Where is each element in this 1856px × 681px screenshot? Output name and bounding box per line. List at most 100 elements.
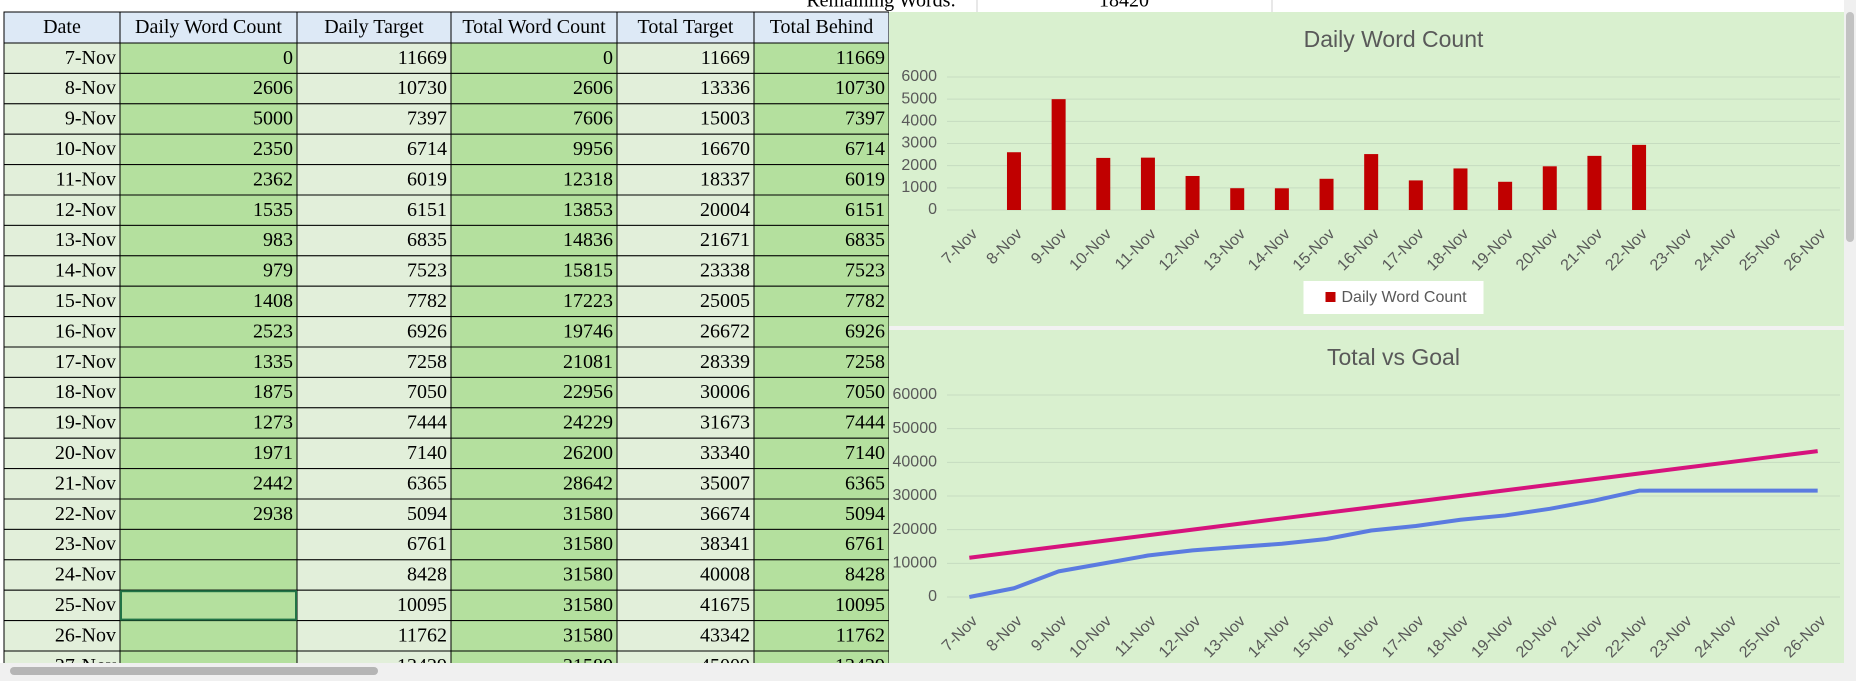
- cell[interactable]: [753, 528, 889, 561]
- cell[interactable]: [753, 224, 889, 257]
- cell[interactable]: [119, 224, 298, 257]
- cell[interactable]: [119, 42, 298, 74]
- cell[interactable]: [450, 346, 618, 378]
- cell[interactable]: [3, 498, 121, 530]
- cell[interactable]: [119, 133, 298, 166]
- cell[interactable]: [616, 164, 755, 196]
- cell[interactable]: [119, 407, 298, 439]
- cell[interactable]: [616, 498, 755, 530]
- cell[interactable]: [450, 224, 618, 257]
- selected-cell[interactable]: [120, 590, 297, 621]
- cell[interactable]: [119, 103, 298, 135]
- cell[interactable]: [753, 103, 889, 135]
- cell[interactable]: [296, 468, 452, 500]
- cell[interactable]: [753, 42, 889, 74]
- cell-text: 13336: [700, 77, 750, 99]
- cell[interactable]: [616, 346, 755, 378]
- cell[interactable]: [753, 437, 889, 470]
- cell[interactable]: [450, 620, 618, 652]
- cell[interactable]: [450, 559, 618, 591]
- cell[interactable]: [753, 498, 889, 530]
- cell[interactable]: [616, 620, 755, 652]
- cell-text: 16-Nov: [55, 320, 116, 342]
- cell[interactable]: [616, 42, 755, 74]
- cell[interactable]: [753, 468, 889, 500]
- cell[interactable]: [119, 589, 298, 622]
- cell[interactable]: [450, 437, 618, 470]
- cell[interactable]: [296, 407, 452, 439]
- cell[interactable]: [119, 72, 298, 105]
- cell[interactable]: [119, 255, 298, 287]
- cell[interactable]: [296, 285, 452, 318]
- cell[interactable]: [616, 376, 755, 409]
- cell[interactable]: [3, 103, 121, 135]
- cell[interactable]: [616, 589, 755, 622]
- cell[interactable]: [450, 42, 618, 74]
- cell[interactable]: [753, 285, 889, 318]
- cell[interactable]: [450, 194, 618, 226]
- cell[interactable]: [119, 650, 298, 681]
- cell[interactable]: [450, 650, 618, 681]
- h-scroll-thumb[interactable]: [10, 667, 378, 675]
- cell[interactable]: [119, 498, 298, 530]
- cell[interactable]: [3, 224, 121, 257]
- cell[interactable]: [296, 164, 452, 196]
- cell[interactable]: [616, 255, 755, 287]
- cell[interactable]: [3, 559, 121, 591]
- cell[interactable]: [119, 559, 298, 591]
- cell[interactable]: [3, 133, 121, 166]
- cell[interactable]: [296, 498, 452, 530]
- cell[interactable]: [296, 133, 452, 166]
- cell[interactable]: [450, 133, 618, 166]
- cell[interactable]: [296, 589, 452, 622]
- cell[interactable]: [450, 316, 618, 348]
- cell[interactable]: [296, 346, 452, 378]
- cell[interactable]: [119, 285, 298, 318]
- cell[interactable]: [296, 194, 452, 226]
- cell[interactable]: [450, 376, 618, 409]
- cell[interactable]: [296, 650, 452, 681]
- cell[interactable]: [450, 103, 618, 135]
- cell[interactable]: [753, 589, 889, 622]
- cell[interactable]: [753, 346, 889, 378]
- cell[interactable]: [753, 650, 889, 681]
- cell[interactable]: [616, 468, 755, 500]
- cell[interactable]: [616, 559, 755, 591]
- cell[interactable]: [296, 620, 452, 652]
- cell[interactable]: [753, 164, 889, 196]
- cell[interactable]: [296, 72, 452, 105]
- cell[interactable]: [3, 407, 121, 439]
- cell[interactable]: [450, 72, 618, 105]
- header-text: Total Word Count: [462, 16, 606, 38]
- cell[interactable]: [616, 528, 755, 561]
- cell[interactable]: [753, 376, 889, 409]
- cell[interactable]: [119, 528, 298, 561]
- cell[interactable]: [3, 528, 121, 561]
- cell[interactable]: [753, 72, 889, 105]
- cell[interactable]: [119, 316, 298, 348]
- cell[interactable]: [616, 194, 755, 226]
- h-scrollbar[interactable]: [0, 663, 1856, 681]
- cell[interactable]: [450, 285, 618, 318]
- cell[interactable]: [616, 650, 755, 681]
- cell[interactable]: [119, 468, 298, 500]
- cell[interactable]: [296, 376, 452, 409]
- cell[interactable]: [3, 650, 121, 681]
- cell[interactable]: [119, 164, 298, 196]
- cell[interactable]: [3, 285, 121, 318]
- cell[interactable]: [119, 194, 298, 226]
- cell[interactable]: [3, 620, 121, 652]
- cell[interactable]: [753, 620, 889, 652]
- v-scroll-thumb[interactable]: [1846, 12, 1854, 242]
- cell[interactable]: [753, 316, 889, 348]
- cell[interactable]: [119, 437, 298, 470]
- cell[interactable]: [616, 316, 755, 348]
- cell[interactable]: [296, 437, 452, 470]
- cell[interactable]: [450, 468, 618, 500]
- cell[interactable]: [119, 620, 298, 652]
- cell[interactable]: [450, 498, 618, 530]
- cell[interactable]: [119, 346, 298, 378]
- cell[interactable]: [753, 194, 889, 226]
- cell[interactable]: [616, 407, 755, 439]
- cell[interactable]: [616, 72, 755, 105]
